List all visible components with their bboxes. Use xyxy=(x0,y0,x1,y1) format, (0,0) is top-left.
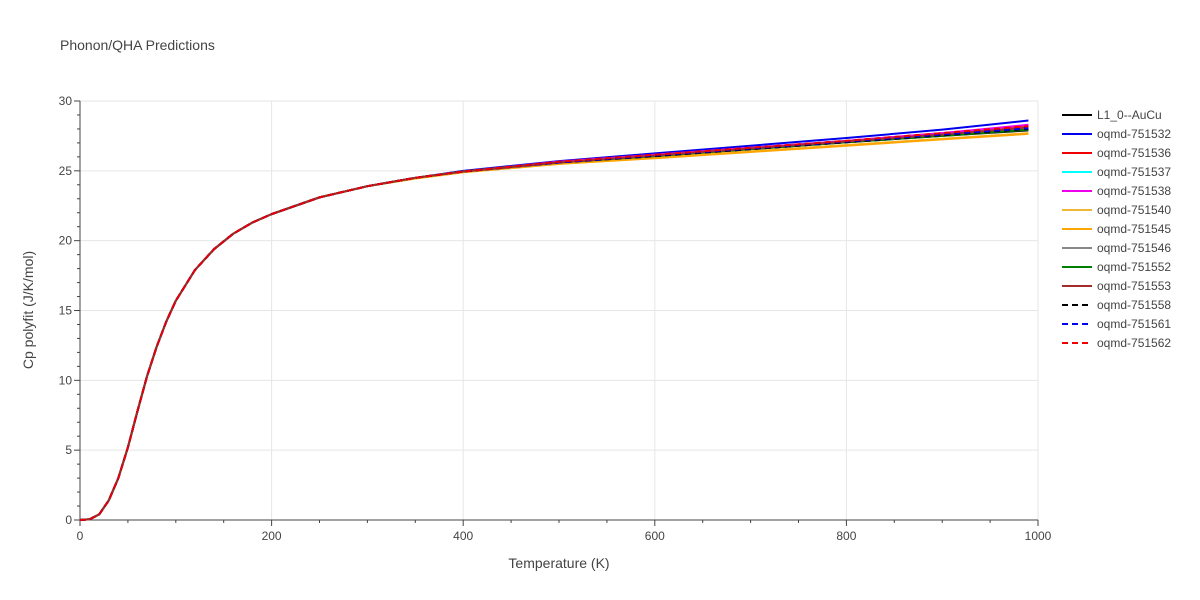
axes: 0 5 10 15 20 25 30 0 200 400 600 800 1000 xyxy=(59,94,1052,543)
legend-label: L1_0--AuCu xyxy=(1097,108,1162,122)
series-line-oqmd-751545 xyxy=(79,132,1029,521)
x-tick-label: 800 xyxy=(836,529,856,543)
series-line-L1_0--AuCu xyxy=(79,129,1029,521)
plot-area xyxy=(79,119,1029,521)
y-axis-title: Cp polyfit (J/K/mol) xyxy=(20,251,36,369)
y-tick-label: 0 xyxy=(65,513,72,527)
y-tick-label: 10 xyxy=(59,373,73,387)
series-line-oqmd-751538 xyxy=(79,123,1029,521)
series-line-oqmd-751540 xyxy=(79,132,1029,521)
legend-label: oqmd-751532 xyxy=(1097,127,1171,141)
x-tick-label: 1000 xyxy=(1025,529,1052,543)
chart-title: Phonon/QHA Predictions xyxy=(60,37,215,53)
y-tick-label: 25 xyxy=(59,164,73,178)
series-line-oqmd-751553 xyxy=(79,126,1029,521)
series-line-oqmd-751537 xyxy=(79,126,1029,521)
series-line-oqmd-751546 xyxy=(79,127,1029,521)
series-line-oqmd-751532 xyxy=(79,119,1029,521)
x-tick-label: 400 xyxy=(453,529,473,543)
series-line-oqmd-751536 xyxy=(79,124,1029,521)
legend-label: oqmd-751537 xyxy=(1097,165,1171,179)
y-tick-label: 30 xyxy=(59,94,73,108)
legend: L1_0--AuCu oqmd-751532 oqmd-751536 oqmd-751… xyxy=(1062,108,1171,350)
legend-label: oqmd-751552 xyxy=(1097,260,1171,274)
legend-label: oqmd-751546 xyxy=(1097,241,1171,255)
legend-label: oqmd-751553 xyxy=(1097,279,1171,293)
legend-label: oqmd-751536 xyxy=(1097,146,1171,160)
legend-label: oqmd-751561 xyxy=(1097,317,1171,331)
series-line-oqmd-751561 xyxy=(79,127,1029,521)
x-tick-label: 0 xyxy=(77,529,84,543)
x-tick-label: 200 xyxy=(262,529,282,543)
legend-label: oqmd-751538 xyxy=(1097,184,1171,198)
y-tick-label: 20 xyxy=(59,234,73,248)
legend-label: oqmd-751540 xyxy=(1097,203,1171,217)
legend-label: oqmd-751545 xyxy=(1097,222,1171,236)
legend-label: oqmd-751562 xyxy=(1097,336,1171,350)
y-tick-label: 5 xyxy=(65,443,72,457)
x-axis-title: Temperature (K) xyxy=(508,555,609,571)
y-tick-label: 15 xyxy=(59,304,73,318)
grid xyxy=(79,100,1039,521)
series-line-oqmd-751562 xyxy=(79,125,1029,521)
x-tick-label: 600 xyxy=(645,529,665,543)
series-line-oqmd-751558 xyxy=(79,127,1029,521)
legend-label: oqmd-751558 xyxy=(1097,298,1171,312)
series-line-oqmd-751552 xyxy=(79,128,1029,521)
